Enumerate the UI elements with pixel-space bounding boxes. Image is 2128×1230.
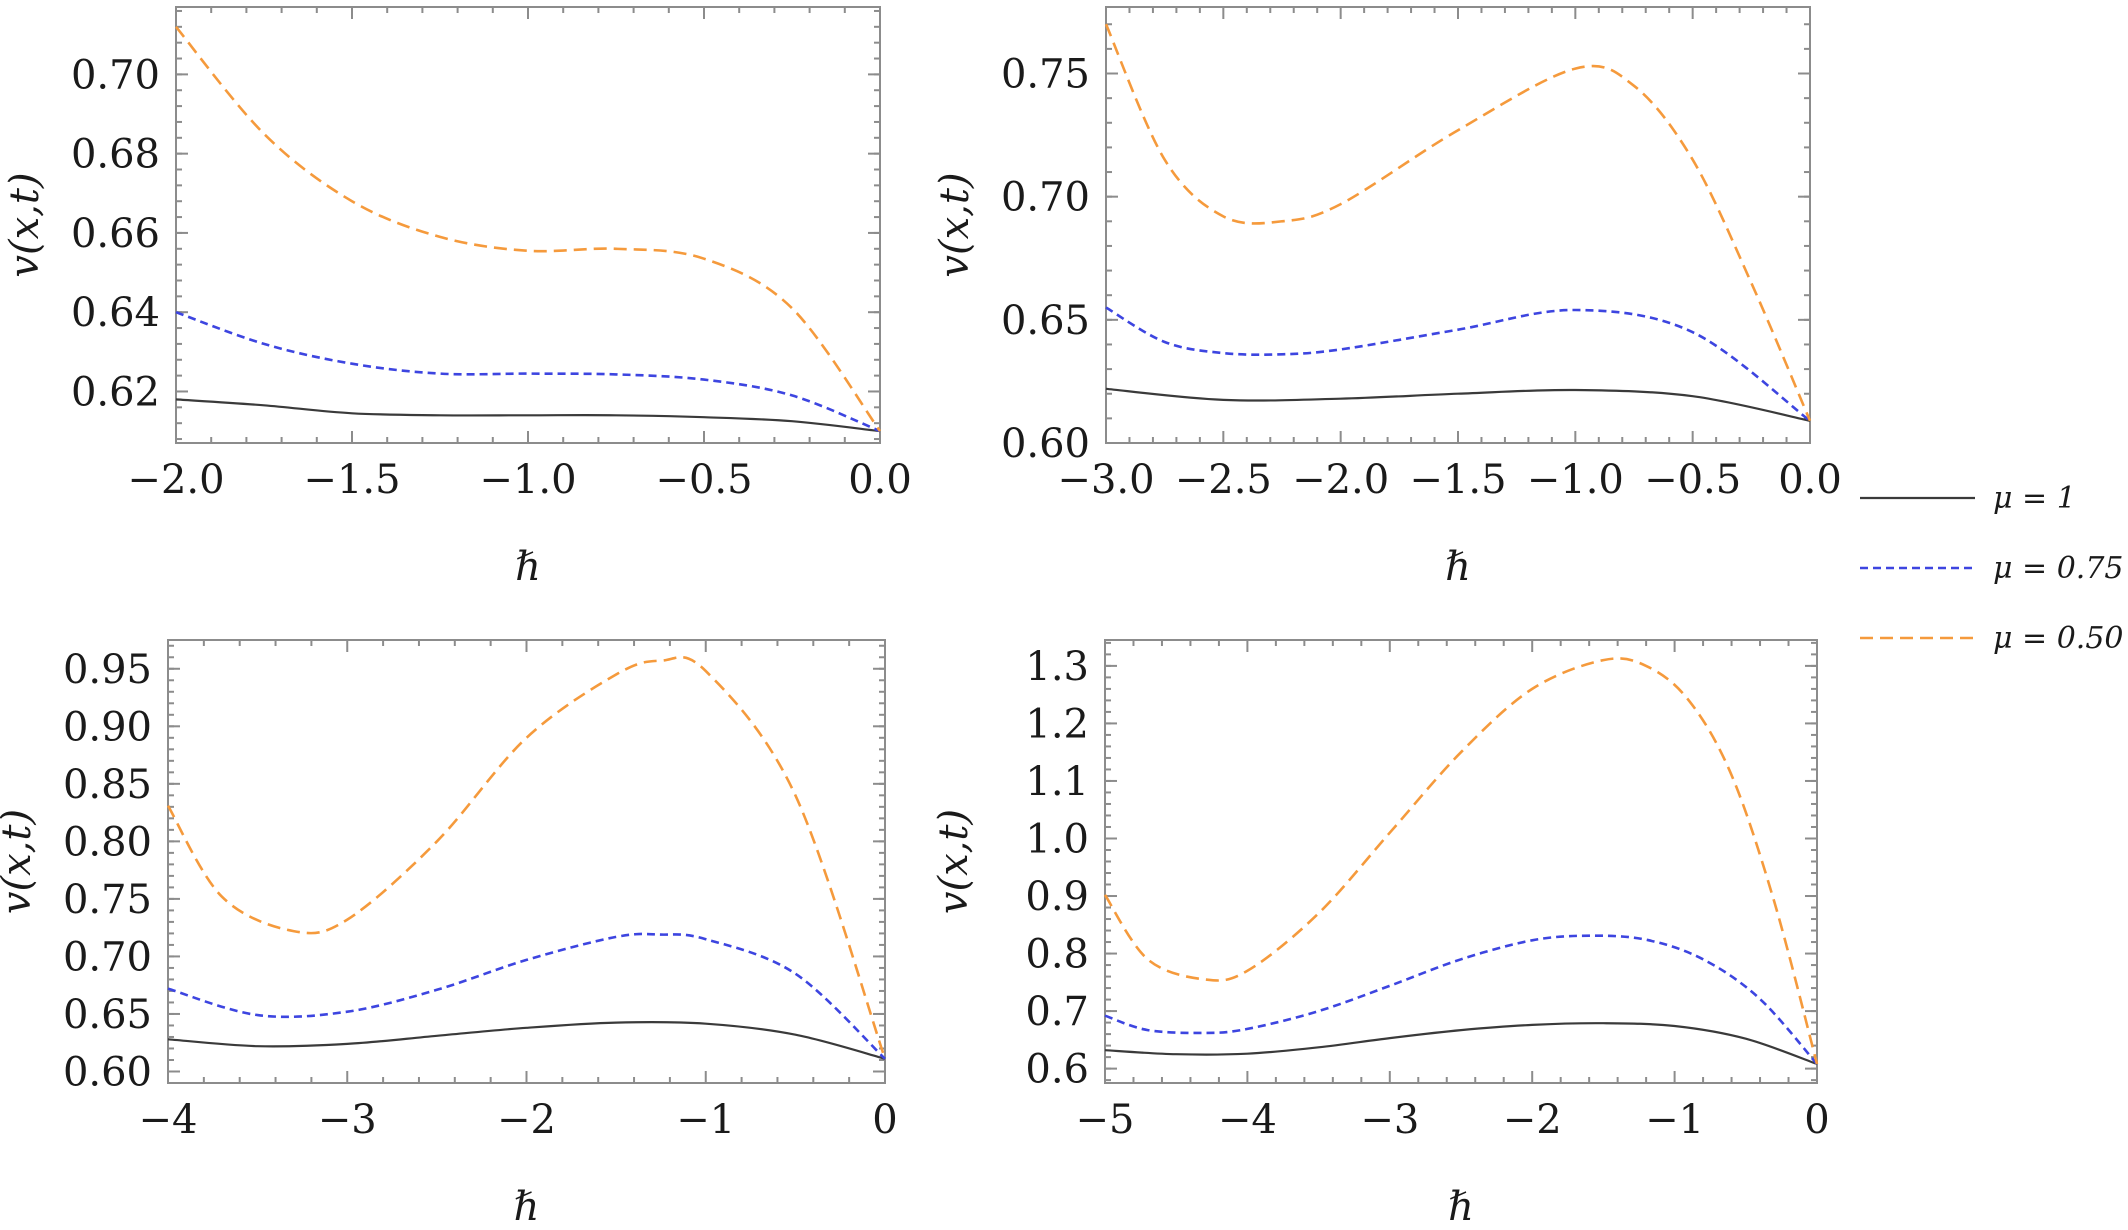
x-tick-label: 0 <box>1804 1097 1829 1143</box>
x-tick-label: −2 <box>497 1097 556 1143</box>
x-tick-label: 0.0 <box>848 457 912 503</box>
x-tick-label: −5 <box>1076 1097 1135 1143</box>
series-line-mu-1 <box>1105 387 1811 422</box>
x-tick-label: −3 <box>318 1097 377 1143</box>
series-line-mu-0-75 <box>1105 306 1811 422</box>
y-tick-label: 0.6 <box>1025 1047 1089 1093</box>
y-tick-label: 0.68 <box>71 132 160 178</box>
legend: μ = 1 μ = 0.75 μ = 0.50 <box>1860 481 2124 656</box>
x-tick-label: −3 <box>1360 1097 1419 1143</box>
y-tick-label: 0.7 <box>1025 989 1089 1035</box>
y-tick-label: 0.60 <box>1001 421 1090 467</box>
y-tick-label: 0.62 <box>71 369 160 415</box>
y-tick-label: 0.85 <box>63 762 152 808</box>
y-tick-label: 0.70 <box>63 934 152 980</box>
x-tick-label: 0 <box>872 1097 897 1143</box>
series-line-mu-0-50 <box>1104 23 1812 422</box>
plot-frame <box>1104 639 1818 1084</box>
series-line-mu-0-50 <box>174 25 882 432</box>
x-tick-label: −2.0 <box>1292 457 1389 503</box>
series-line-mu-0-75 <box>175 310 881 433</box>
series-line-mu-1 <box>167 1021 886 1060</box>
series-line-mu-0-75 <box>1104 934 1818 1065</box>
x-tick-label: −1.0 <box>1527 457 1624 503</box>
x-tick-label: −1.5 <box>303 457 400 503</box>
x-tick-label: −4 <box>1218 1097 1277 1143</box>
x-tick-label: −1 <box>1645 1097 1704 1143</box>
y-tick-label: 0.60 <box>63 1049 152 1095</box>
x-tick-label: −2 <box>1503 1097 1562 1143</box>
y-axis-title: v(x,t) <box>931 809 977 914</box>
y-tick-label: 0.75 <box>63 877 152 923</box>
x-tick-label: −4 <box>139 1097 198 1143</box>
x-tick-label: 0.0 <box>1778 457 1842 503</box>
chart-panel-bottom-right: −5 −4 −3 −2 −1 0 0.6 0.7 0.8 0.9 1.0 1.1 1.2 1.3 ℏ v(x,… <box>931 639 1830 1230</box>
y-tick-label: 0.70 <box>71 52 160 98</box>
x-tick-label: −2.5 <box>1175 457 1272 503</box>
series-line-mu-0-50 <box>1103 657 1819 1065</box>
y-tick-label: 0.75 <box>1001 52 1090 98</box>
y-tick-label: 0.64 <box>71 290 160 336</box>
x-tick-label: −1 <box>676 1097 735 1143</box>
chart-panel-bottom-left: −4 −3 −2 −1 0 0.60 0.65 0.70 0.75 0.80 0.85 0.90 0.9… <box>0 639 898 1230</box>
series-line-mu-0-50 <box>166 655 887 1060</box>
y-axis-title: v(x,t) <box>932 172 978 277</box>
x-tick-label: −3.0 <box>1057 457 1154 503</box>
legend-label: μ = 0.50 <box>1993 621 2124 656</box>
plot-frame <box>175 6 881 444</box>
y-tick-label: 0.9 <box>1025 874 1089 920</box>
series-line-mu-1 <box>1104 1022 1818 1066</box>
chart-panel-top-right: −3.0 −2.5 −2.0 −1.5 −1.0 −0.5 0.0 0.60 0.65 0.70 0… <box>932 6 1842 590</box>
x-tick-label: −1.5 <box>1409 457 1506 503</box>
x-tick-label: −2.0 <box>127 457 224 503</box>
x-axis-title: ℏ <box>515 544 541 590</box>
y-tick-label: 0.65 <box>1001 298 1090 344</box>
y-tick-label: 0.66 <box>71 211 160 257</box>
y-tick-label: 0.65 <box>63 992 152 1038</box>
y-tick-label: 1.1 <box>1025 759 1089 805</box>
series-line-mu-1 <box>175 398 881 433</box>
legend-label: μ = 1 <box>1993 481 2076 516</box>
x-axis-title: ℏ <box>1445 544 1471 590</box>
x-tick-label: −0.5 <box>1644 457 1741 503</box>
y-tick-label: 0.70 <box>1001 175 1090 221</box>
x-tick-label: −1.0 <box>479 457 576 503</box>
y-tick-label: 0.80 <box>63 819 152 865</box>
y-axis-title: v(x,t) <box>2 172 48 277</box>
plot-frame <box>1105 6 1811 444</box>
x-axis-title: ℏ <box>514 1184 540 1230</box>
y-tick-label: 1.3 <box>1025 644 1089 690</box>
y-tick-label: 0.90 <box>63 704 152 750</box>
y-axis-title: v(x,t) <box>0 809 40 914</box>
y-tick-label: 0.95 <box>63 647 152 693</box>
chart-panel-top-left: −2.0 −1.5 −1.0 −0.5 0.0 0.62 0.64 0.66 0.68 0.70 ℏ… <box>2 6 912 590</box>
y-tick-label: 1.2 <box>1025 701 1089 747</box>
y-tick-label: 1.0 <box>1025 816 1089 862</box>
x-tick-label: −0.5 <box>655 457 752 503</box>
x-axis-title: ℏ <box>1448 1184 1474 1230</box>
legend-label: μ = 0.75 <box>1993 551 2124 586</box>
series-line-mu-0-75 <box>167 932 886 1060</box>
y-tick-label: 0.8 <box>1025 932 1089 978</box>
